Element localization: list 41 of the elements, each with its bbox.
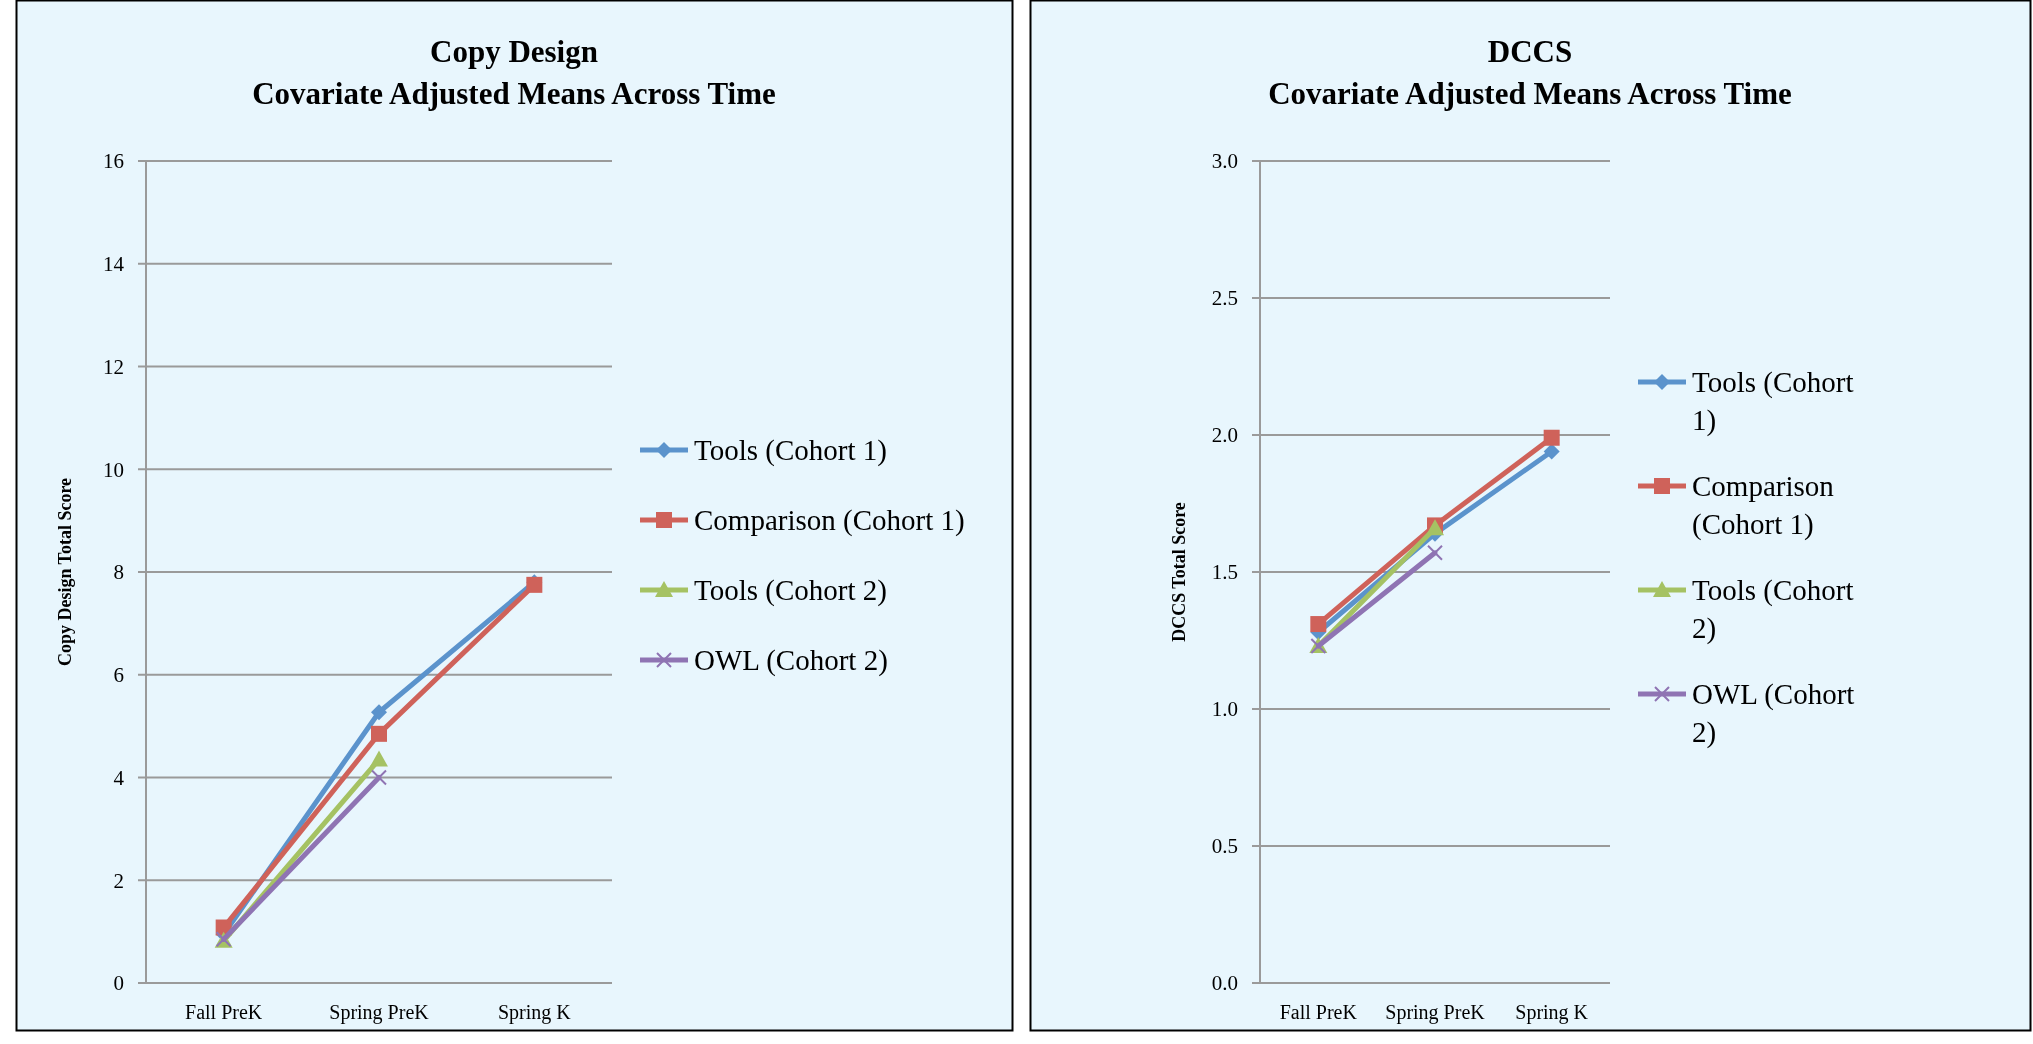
x-tick-label: Fall PreK: [185, 1001, 263, 1023]
y-tick-label: 2.0: [1211, 423, 1238, 448]
y-tick-label: 14: [103, 252, 125, 277]
y-tick-label: 0: [113, 971, 124, 996]
y-tick-label: 10: [103, 457, 124, 482]
x-tick-label: Spring K: [1515, 1001, 1589, 1024]
y-tick-label: 3.0: [1211, 149, 1238, 174]
x-tick-label: Spring PreK: [1385, 1001, 1486, 1024]
point: [1310, 616, 1327, 633]
y-tick-label: 1.0: [1211, 697, 1238, 722]
x-tick-label: Spring PreK: [329, 1001, 430, 1024]
chart-title: Copy Design Covariate Adjusted Means Across Time: [252, 34, 776, 111]
y-tick-label: 2: [113, 868, 124, 893]
y-tick-label: 12: [103, 354, 124, 379]
y-axis-title: Copy Design Total Score: [55, 477, 75, 667]
point: [371, 704, 387, 721]
point: [1427, 544, 1443, 561]
y-tick-label: 16: [103, 149, 124, 174]
point: [371, 769, 387, 786]
y-tick-label: 4: [113, 765, 125, 790]
legend-label: Tools (Cohort 1): [1692, 366, 1854, 438]
y-tick-label: 2.5: [1211, 286, 1238, 311]
y-tick-label: 8: [113, 560, 124, 585]
legend-label: Comparison (Cohort 1): [1692, 470, 1835, 542]
legend-label: OWL (Cohort 2): [1692, 678, 1855, 750]
x-tick-label: Spring K: [497, 1001, 572, 1024]
legend-label: OWL (Cohort 2): [694, 644, 888, 678]
point: [1543, 429, 1560, 446]
x-tick-label: Fall PreK: [1279, 1001, 1358, 1023]
y-tick-label: 0.0: [1211, 971, 1238, 996]
y-tick-label: 0.5: [1211, 834, 1238, 859]
y-axis-title: DCCS Total Score: [1169, 502, 1189, 642]
legend-label: Comparison (Cohort 1): [694, 504, 965, 538]
legend-label: Tools (Cohort 1): [694, 434, 887, 468]
y-tick-label: 6: [113, 663, 124, 688]
point: [1543, 443, 1560, 460]
legend-label: Tools (Cohort 2): [1692, 574, 1854, 646]
point: [371, 725, 387, 742]
chart-title: DCCS Covariate Adjusted Means Across Time: [1268, 34, 1792, 111]
y-tick-label: 1.5: [1211, 560, 1238, 585]
legend-label: Tools (Cohort 2): [694, 574, 887, 608]
